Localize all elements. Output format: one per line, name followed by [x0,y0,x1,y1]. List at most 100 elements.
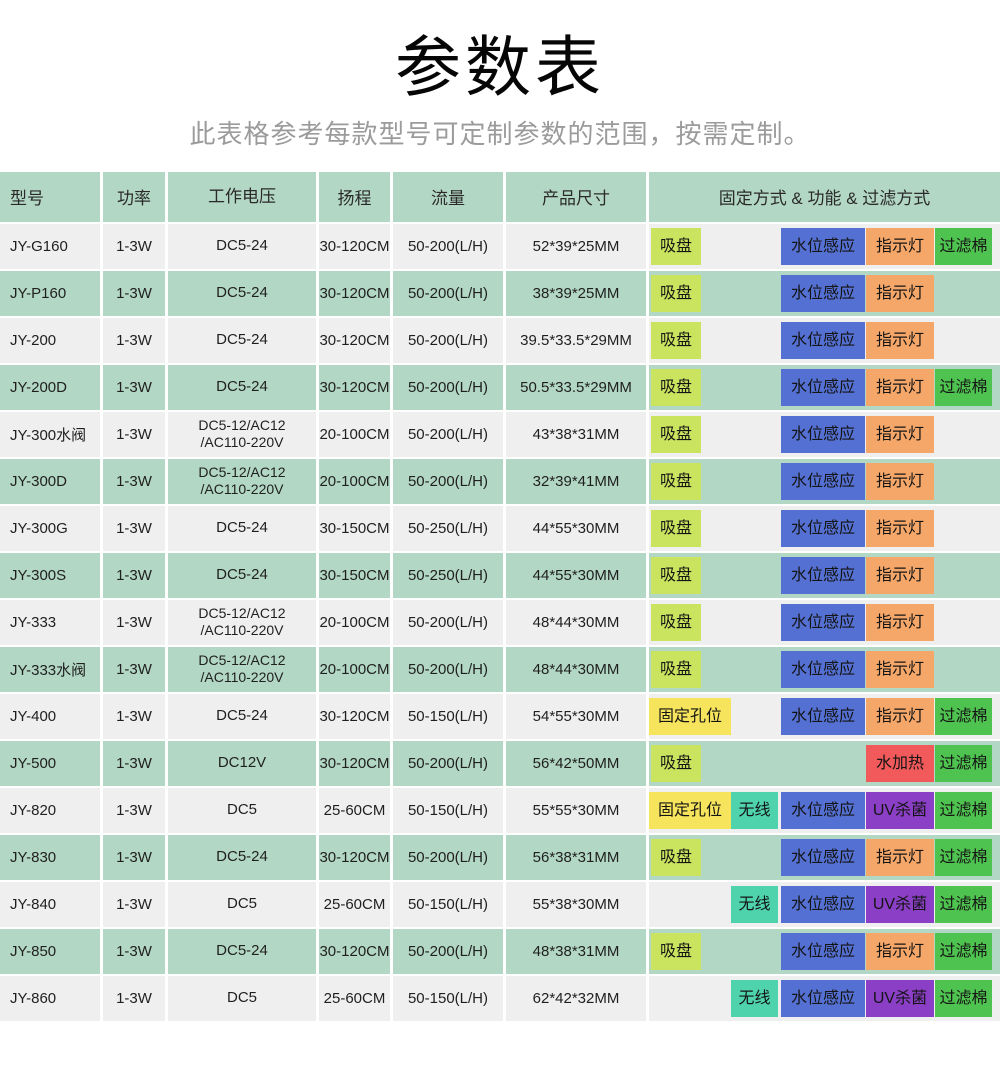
power-cell: 1-3W [103,834,165,880]
feature-tag-filter: 过滤棉 [935,885,992,923]
flow-cell: 50-200(L/H) [393,317,503,363]
table-row: JY-850 1-3W DC5-24 30-120CM 50-200(L/H) 48*38… [0,928,1000,974]
power-cell: 1-3W [103,975,165,1021]
size-cell: 44*55*30MM [506,505,646,551]
lift-cell: 30-120CM [319,740,390,786]
size-cell: 48*44*30MM [506,646,646,692]
features-cell: 吸盘 水位感应 指示灯 [649,552,1000,598]
feature-tag-indicator: 指示灯 [866,838,934,876]
size-cell: 62*42*32MM [506,975,646,1021]
features-cell: 固定孔位 水位感应 指示灯 过滤棉 [649,693,1000,739]
feature-tag-heater: 水加热 [866,744,934,782]
model-cell: JY-500 [0,740,100,786]
feature-tag-level: 水位感应 [781,791,865,829]
size-cell: 38*39*25MM [506,270,646,316]
flow-cell: 50-250(L/H) [393,552,503,598]
feature-tag-indicator: 指示灯 [866,509,934,547]
feature-tag-suction: 吸盘 [651,274,701,312]
voltage-cell: DC5 [168,787,316,833]
size-cell: 52*39*25MM [506,223,646,269]
table-row: JY-300G 1-3W DC5-24 30-150CM 50-250(L/H) 44*5… [0,505,1000,551]
feature-tag-indicator: 指示灯 [866,556,934,594]
voltage-cell: DC5-12/AC12 /AC110-220V [168,599,316,645]
flow-cell: 50-200(L/H) [393,270,503,316]
features-cell: 吸盘 水位感应 指示灯 [649,317,1000,363]
table-row: JY-500 1-3W DC12V 30-120CM 50-200(L/H) 56*42*… [0,740,1000,786]
feature-tag-indicator: 指示灯 [866,227,934,265]
model-cell: JY-850 [0,928,100,974]
table-row: JY-300水阀 1-3W DC5-12/AC12 /AC110-220V 20-10… [0,411,1000,457]
table-row: JY-P160 1-3W DC5-24 30-120CM 50-200(L/H) 38*3… [0,270,1000,316]
model-cell: JY-200 [0,317,100,363]
feature-tag-wireless: 无线 [731,791,778,829]
feature-tag-filter: 过滤棉 [935,838,992,876]
lift-cell: 20-100CM [319,599,390,645]
feature-tag-suction: 吸盘 [651,556,701,594]
features-cell: 吸盘 水位感应 指示灯 过滤棉 [649,928,1000,974]
features-cell: 无线 水位感应 UV杀菌 过滤棉 [649,881,1000,927]
flow-cell: 50-200(L/H) [393,411,503,457]
feature-tag-level: 水位感应 [781,321,865,359]
table-row: JY-860 1-3W DC5 25-60CM 50-150(L/H) 62*42*32M… [0,975,1000,1021]
model-cell: JY-300G [0,505,100,551]
feature-tag-filter: 过滤棉 [935,227,992,265]
size-cell: 50.5*33.5*29MM [506,364,646,410]
voltage-cell: DC5 [168,881,316,927]
flow-cell: 50-200(L/H) [393,364,503,410]
size-cell: 55*38*30MM [506,881,646,927]
feature-tag-suction: 吸盘 [651,462,701,500]
power-cell: 1-3W [103,364,165,410]
voltage-cell: DC5-24 [168,552,316,598]
voltage-cell: DC5-24 [168,270,316,316]
model-cell: JY-840 [0,881,100,927]
feature-tag-level: 水位感应 [781,838,865,876]
feature-tag-filter: 过滤棉 [935,932,992,970]
table-row: JY-G160 1-3W DC5-24 30-120CM 50-200(L/H) 52*3… [0,223,1000,269]
table-row: JY-300D 1-3W DC5-12/AC12 /AC110-220V 20-100… [0,458,1000,504]
power-cell: 1-3W [103,646,165,692]
page-subtitle: 此表格参考每款型号可定制参数的范围，按需定制。 [189,118,811,149]
feature-tag-wireless: 无线 [731,979,778,1017]
feature-tag-indicator: 指示灯 [866,462,934,500]
column-header-flow: 流量 [393,171,503,222]
column-header-power: 功率 [103,171,165,222]
table-body: JY-G160 1-3W DC5-24 30-120CM 50-200(L/H) 52*3… [0,223,1000,1021]
voltage-cell: DC5-24 [168,223,316,269]
model-cell: JY-400 [0,693,100,739]
lift-cell: 30-120CM [319,270,390,316]
flow-cell: 50-250(L/H) [393,505,503,551]
table-row: JY-300S 1-3W DC5-24 30-150CM 50-250(L/H) 44*5… [0,552,1000,598]
table-row: JY-820 1-3W DC5 25-60CM 50-150(L/H) 55*55*30M… [0,787,1000,833]
power-cell: 1-3W [103,599,165,645]
voltage-cell: DC5-24 [168,505,316,551]
feature-tag-level: 水位感应 [781,885,865,923]
size-cell: 44*55*30MM [506,552,646,598]
feature-tag-level: 水位感应 [781,274,865,312]
size-cell: 32*39*41MM [506,458,646,504]
feature-tag-suction: 吸盘 [651,744,701,782]
lift-cell: 30-120CM [319,364,390,410]
feature-tag-level: 水位感应 [781,415,865,453]
features-cell: 固定孔位 无线 水位感应 UV杀菌 过滤棉 [649,787,1000,833]
feature-tag-level: 水位感应 [781,556,865,594]
lift-cell: 20-100CM [319,646,390,692]
feature-tag-indicator: 指示灯 [866,650,934,688]
feature-tag-level: 水位感应 [781,227,865,265]
table-row: JY-830 1-3W DC5-24 30-120CM 50-200(L/H) 56*38… [0,834,1000,880]
model-cell: JY-300D [0,458,100,504]
power-cell: 1-3W [103,928,165,974]
flow-cell: 50-150(L/H) [393,975,503,1021]
flow-cell: 50-200(L/H) [393,458,503,504]
model-cell: JY-860 [0,975,100,1021]
lift-cell: 25-60CM [319,787,390,833]
features-cell: 吸盘 水位感应 指示灯 过滤棉 [649,364,1000,410]
power-cell: 1-3W [103,411,165,457]
flow-cell: 50-150(L/H) [393,787,503,833]
voltage-cell: DC5-24 [168,693,316,739]
feature-tag-filter: 过滤棉 [935,744,992,782]
feature-tag-wireless: 无线 [731,885,778,923]
lift-cell: 30-120CM [319,223,390,269]
feature-tag-indicator: 指示灯 [866,321,934,359]
column-header-model: 型号 [0,171,100,222]
size-cell: 48*44*30MM [506,599,646,645]
